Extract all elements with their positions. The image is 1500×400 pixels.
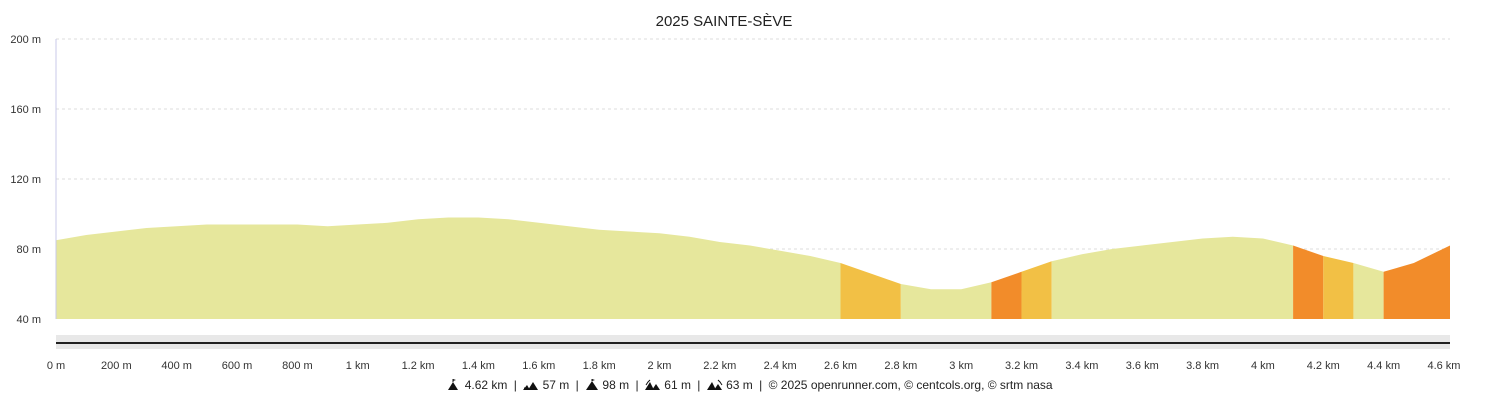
y-tick-label: 160 m — [10, 104, 41, 116]
credits-text: © 2025 openrunner.com, © centcols.org, ©… — [768, 377, 1053, 392]
elevation-segment-steep[interactable] — [991, 271, 1022, 319]
grid-lines — [56, 38, 1450, 250]
separator: | — [759, 377, 763, 392]
x-tick-label: 2.2 km — [703, 360, 736, 372]
max-altitude-value: 98 m — [602, 377, 630, 392]
x-tick-label: 4.4 km — [1367, 360, 1400, 372]
elevation-segment-flat[interactable] — [56, 217, 841, 320]
x-tick-label: 2 km — [648, 360, 672, 372]
descent-value: 63 m — [726, 377, 753, 392]
min-altitude-icon — [523, 381, 539, 390]
x-tick-label: 3.4 km — [1065, 360, 1098, 372]
separator: | — [513, 377, 517, 392]
x-tick-label: 4 km — [1251, 360, 1275, 372]
chart-title: 2025 SAINTE-SÈVE — [656, 13, 793, 30]
ascent-icon — [644, 379, 660, 390]
ascent-value: 61 m — [664, 377, 691, 392]
x-tick-label: 1.6 km — [522, 360, 555, 372]
elevation-segment-moderate[interactable] — [1323, 256, 1354, 319]
y-tick-label: 200 m — [10, 34, 41, 46]
x-tick-label: 400 m — [161, 360, 192, 372]
y-tick-label: 40 m — [17, 314, 41, 326]
x-tick-label: 0 m — [47, 360, 65, 372]
separator: | — [575, 377, 579, 392]
descent-icon — [706, 379, 723, 390]
elevation-segment-moderate[interactable] — [840, 263, 901, 319]
x-tick-label: 1.4 km — [462, 360, 495, 372]
max-altitude-icon — [586, 378, 599, 390]
elevation-segment-steep[interactable] — [1383, 245, 1450, 320]
y-axis-ticks: 40 m 80 m 120 m 160 m 200 m — [10, 34, 41, 326]
range-navigator[interactable] — [56, 335, 1450, 349]
min-altitude-value: 57 m — [542, 377, 570, 392]
x-tick-label: 600 m — [222, 360, 253, 372]
x-tick-label: 3.6 km — [1126, 360, 1159, 372]
distance-value: 4.62 km — [464, 377, 508, 392]
x-tick-label: 2.6 km — [824, 360, 857, 372]
y-tick-label: 120 m — [10, 174, 41, 186]
x-tick-label: 4.2 km — [1307, 360, 1340, 372]
x-tick-label: 2.4 km — [764, 360, 797, 372]
elevation-segment-flat[interactable] — [900, 282, 992, 319]
route-stats-footer: 4.62 km | 57 m | 98 m | 61 m | 63 m | © … — [0, 377, 1500, 397]
separator: | — [697, 377, 701, 392]
elevation-segment-flat[interactable] — [1353, 263, 1384, 319]
x-tick-label: 1 km — [346, 360, 370, 372]
x-tick-label: 4.6 km — [1427, 360, 1460, 372]
distance-icon — [448, 378, 459, 390]
x-tick-label: 1.8 km — [583, 360, 616, 372]
x-axis-ticks: 0 m 200 m 400 m 600 m 800 m 1 km 1.2 km 1.4 km 1… — [47, 360, 1461, 372]
elevation-segment-steep[interactable] — [1293, 245, 1324, 320]
x-tick-label: 1.2 km — [402, 360, 435, 372]
elevation-segment-moderate[interactable] — [1021, 261, 1052, 319]
x-tick-label: 3 km — [949, 360, 973, 372]
elevation-segment-flat[interactable] — [1051, 236, 1294, 319]
x-tick-label: 200 m — [101, 360, 132, 372]
x-tick-label: 3.2 km — [1005, 360, 1038, 372]
elevation-area[interactable] — [56, 217, 1450, 320]
x-tick-label: 3.8 km — [1186, 360, 1219, 372]
x-tick-label: 800 m — [282, 360, 313, 372]
x-tick-label: 2.8 km — [884, 360, 917, 372]
y-tick-label: 80 m — [17, 244, 41, 256]
separator: | — [635, 377, 639, 392]
